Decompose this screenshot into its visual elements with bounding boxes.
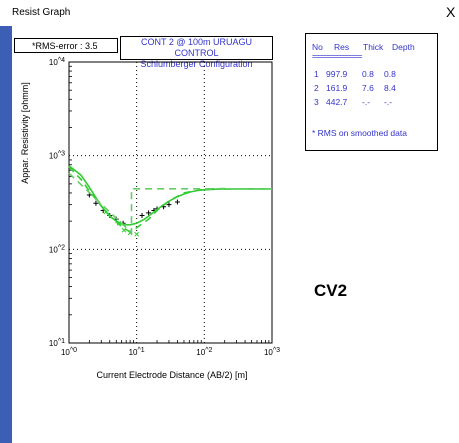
x-tick-label: 10^0 [61,347,77,357]
smoothed-data-point [134,231,140,237]
row-res: 997.9 [326,69,348,79]
x-tick-label: 10^3 [264,347,280,357]
row-no: 1 [314,69,319,79]
row-thick: 7.6 [362,83,374,93]
measured-data-point [93,200,99,206]
x-axis-label: Current Electrode Distance (AB/2) [m] [96,370,247,380]
measured-data-point [146,210,152,216]
rms-error-box: *RMS-error : 3.5 [14,38,118,53]
row-depth: 0.8 [384,69,396,79]
window-title: Resist Graph [12,7,71,18]
row-thick: 0.8 [362,69,374,79]
y-axis-label: Appar. Resistivity [ohmm] [20,82,30,184]
row-res: 161.9 [326,83,348,93]
results-separator: ================ [312,54,362,61]
window-left-edge [0,26,12,443]
chart-header: CONT 2 @ 100m URUAGU CONTROL Schlumberge… [120,36,273,69]
calculated-curve [68,165,272,226]
header-depth: Depth [392,42,415,52]
rms-error-label: *RMS-error : [32,41,83,51]
y-tick-label: 10^2 [49,244,65,254]
x-tick-label: 10^1 [129,347,145,357]
rms-error-value: 3.5 [85,41,98,51]
row-no: 3 [314,97,319,107]
y-tick-label: 10^3 [49,151,65,161]
header-res: Res [334,42,350,52]
y-tick-label: 10^1 [49,338,65,348]
row-depth: 8.4 [384,83,396,93]
row-thick: -.- [362,97,371,107]
header-no: No [312,42,323,52]
measured-data-point [139,212,145,218]
y-tick-label: 10^4 [49,57,65,67]
plot-frame [68,61,273,344]
row-depth: -.- [384,97,393,107]
layer-model-line [68,172,272,235]
annotation-label: CV2 [314,281,348,300]
measured-data-point [174,199,180,205]
row-res: 442.7 [326,97,348,107]
layer-results-panel: No Res Thick Depth ================ 1 99… [305,33,438,151]
header-thick: Thick [363,42,384,52]
title-bar[interactable]: Resist Graph X [0,0,459,26]
chart-header-line2: Schlumberger Configuration [140,59,253,69]
row-no: 2 [314,83,319,93]
measured-data-point [166,202,172,208]
smoothed-curve [68,166,225,233]
close-icon[interactable]: X [446,4,456,20]
x-tick-label: 10^2 [196,347,212,357]
results-note: * RMS on smoothed data [312,128,407,138]
chart-header-line1: CONT 2 @ 100m URUAGU CONTROL [141,37,252,58]
